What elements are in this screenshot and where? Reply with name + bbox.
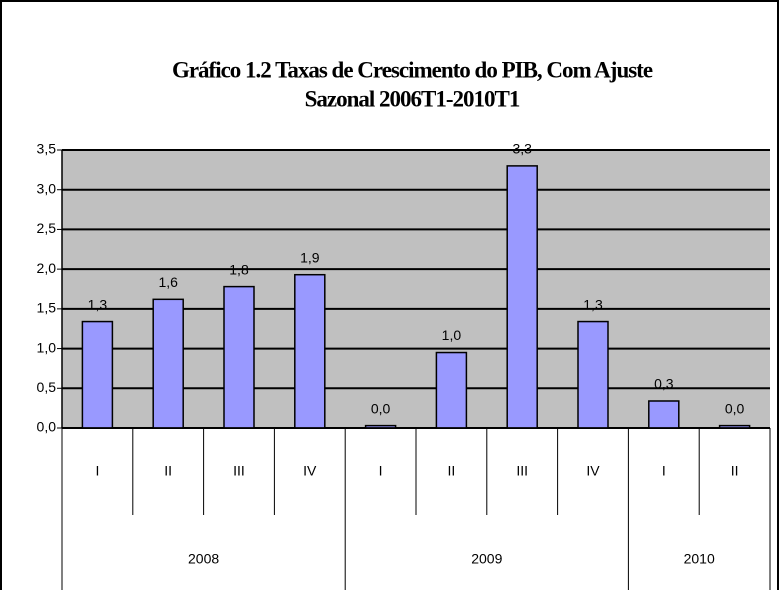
x-tick-label: IV — [586, 463, 600, 479]
y-tick-label: 1,0 — [37, 339, 57, 355]
y-tick-label: 1,5 — [37, 300, 57, 316]
bar — [648, 400, 680, 429]
bar — [152, 298, 184, 429]
value-label: 1,8 — [229, 261, 249, 277]
value-label: 1,9 — [300, 249, 320, 265]
x-tick-label: IV — [303, 463, 317, 479]
value-label: 1,3 — [583, 296, 603, 312]
value-label: 1,3 — [88, 296, 108, 312]
value-label: 1,6 — [158, 274, 178, 290]
y-tick-label: 2,5 — [37, 220, 57, 236]
group-label: 2010 — [684, 551, 715, 567]
bar — [294, 273, 326, 429]
y-tick-label: 2,0 — [37, 260, 57, 276]
x-tick-label: II — [448, 463, 456, 479]
value-label: 1,0 — [442, 327, 462, 343]
group-label: 2009 — [471, 551, 502, 567]
value-label: 0,0 — [371, 400, 391, 416]
x-tick-label: II — [164, 463, 172, 479]
group-label: 2008 — [188, 551, 219, 567]
value-label: 0,0 — [725, 400, 745, 416]
bar — [506, 165, 538, 429]
chart-subtitle: Sazonal 2006T1-2010T1 — [305, 86, 520, 111]
bar — [577, 320, 609, 429]
bar — [81, 320, 114, 429]
x-tick-label: III — [516, 463, 528, 479]
value-label: 0,3 — [654, 376, 674, 392]
y-tick-label: 3,5 — [37, 141, 57, 157]
value-label: 3,3 — [512, 141, 532, 157]
bar — [223, 285, 255, 429]
x-tick-label: I — [379, 463, 383, 479]
chart-title: Gráfico 1.2 Taxas de Crescimento do PIB,… — [172, 57, 653, 82]
x-tick-label: I — [662, 463, 666, 479]
y-tick-label: 0,0 — [37, 419, 57, 435]
x-tick-label: I — [95, 463, 99, 479]
y-tick-label: 3,0 — [37, 180, 57, 196]
x-tick-label: II — [731, 463, 739, 479]
y-tick-label: 0,5 — [37, 379, 57, 395]
x-tick-label: III — [233, 463, 245, 479]
bar — [435, 351, 468, 429]
